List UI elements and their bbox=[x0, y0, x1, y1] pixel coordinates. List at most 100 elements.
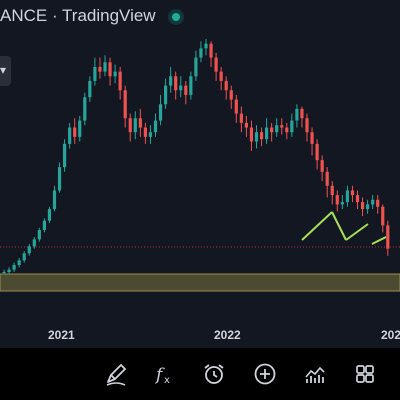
candle-body bbox=[355, 195, 360, 203]
candle-body bbox=[366, 204, 370, 210]
candle bbox=[98, 57, 102, 79]
candle-body bbox=[229, 90, 233, 100]
candle-body bbox=[244, 122, 248, 128]
x-tick-2021: 2021 bbox=[48, 328, 75, 342]
candle bbox=[194, 50, 198, 81]
candle bbox=[219, 66, 223, 91]
candle bbox=[118, 66, 122, 100]
candle bbox=[310, 127, 314, 156]
candle-series bbox=[2, 39, 390, 275]
candle bbox=[386, 220, 390, 256]
candle-body bbox=[335, 195, 339, 205]
candle bbox=[138, 108, 142, 137]
draw-icon[interactable] bbox=[102, 360, 130, 388]
trendline-drawing[interactable] bbox=[345, 223, 369, 241]
candle bbox=[57, 162, 62, 193]
candle bbox=[12, 262, 16, 272]
candle-body bbox=[52, 190, 57, 210]
candle-body bbox=[325, 171, 329, 186]
candle bbox=[254, 125, 259, 149]
candle-body bbox=[179, 85, 183, 91]
chart-header: ANCE · TradingView bbox=[0, 0, 400, 34]
trendline-drawing[interactable] bbox=[301, 211, 333, 241]
candle-body bbox=[310, 132, 314, 144]
candle-body bbox=[27, 246, 31, 254]
candle bbox=[199, 41, 203, 63]
candle-body bbox=[295, 108, 299, 121]
candle bbox=[249, 120, 254, 151]
layout-grid-icon[interactable] bbox=[351, 360, 379, 388]
candle-body bbox=[275, 125, 279, 133]
candle-body bbox=[174, 76, 178, 91]
candle-body bbox=[371, 199, 375, 205]
candle bbox=[350, 185, 355, 203]
candle-body bbox=[214, 57, 218, 72]
candle bbox=[315, 139, 319, 170]
candle bbox=[108, 57, 112, 86]
candle-body bbox=[138, 118, 142, 128]
candle bbox=[381, 204, 385, 233]
candle bbox=[280, 118, 284, 135]
candle-body bbox=[118, 71, 122, 91]
candle bbox=[209, 41, 213, 67]
candle bbox=[355, 190, 360, 210]
candle-body bbox=[143, 127, 147, 137]
candle bbox=[52, 185, 57, 212]
candle bbox=[158, 94, 163, 126]
candle-body bbox=[148, 132, 153, 137]
alert-clock-icon[interactable] bbox=[200, 360, 228, 388]
candle bbox=[27, 244, 31, 256]
trendline-drawing[interactable] bbox=[331, 211, 347, 241]
candle-body bbox=[184, 85, 188, 95]
candle bbox=[371, 195, 375, 210]
candle bbox=[179, 76, 183, 98]
candle-body bbox=[98, 66, 102, 72]
support-zone[interactable] bbox=[0, 273, 400, 292]
candle bbox=[143, 122, 147, 144]
candle-body bbox=[194, 57, 198, 77]
candle-body bbox=[113, 71, 117, 77]
add-icon[interactable] bbox=[251, 360, 279, 388]
candle-body bbox=[340, 202, 344, 205]
candle-body bbox=[254, 132, 259, 142]
candle bbox=[133, 111, 137, 140]
candle-body bbox=[68, 127, 72, 144]
candle-body bbox=[169, 76, 173, 86]
candle-body bbox=[164, 85, 168, 105]
candle bbox=[63, 139, 67, 172]
candle bbox=[164, 78, 168, 109]
candle bbox=[88, 76, 92, 102]
chevron-down-icon: ▾ bbox=[0, 63, 7, 77]
candle bbox=[295, 104, 299, 128]
candle bbox=[37, 227, 41, 242]
candle-body bbox=[108, 62, 112, 77]
candle-body bbox=[47, 209, 52, 221]
chart-style-icon[interactable] bbox=[301, 360, 329, 388]
candle bbox=[259, 127, 264, 147]
candle bbox=[214, 52, 218, 81]
candle-body bbox=[320, 160, 324, 172]
candle-body bbox=[290, 120, 294, 133]
candle-body bbox=[345, 190, 349, 203]
collapse-panel-tab[interactable]: ▾ bbox=[0, 56, 11, 86]
x-tick-2022: 2022 bbox=[214, 328, 241, 342]
candle-body bbox=[381, 206, 385, 226]
candle-body bbox=[209, 43, 213, 58]
candle bbox=[285, 122, 289, 140]
candle-body bbox=[270, 127, 274, 133]
candle-body bbox=[219, 71, 223, 81]
candle-body bbox=[88, 80, 92, 98]
candle-body bbox=[249, 127, 254, 142]
time-axis[interactable]: 2021 2022 202 bbox=[0, 318, 400, 348]
candle bbox=[300, 106, 304, 128]
candle bbox=[376, 195, 380, 214]
candle bbox=[290, 113, 294, 137]
svg-text:f: f bbox=[154, 365, 165, 385]
candle bbox=[270, 122, 274, 142]
candle-body bbox=[224, 80, 228, 91]
candle bbox=[275, 118, 279, 137]
trendline-drawing[interactable] bbox=[371, 236, 387, 245]
candle bbox=[320, 155, 324, 182]
candlestick-chart[interactable] bbox=[0, 34, 400, 318]
